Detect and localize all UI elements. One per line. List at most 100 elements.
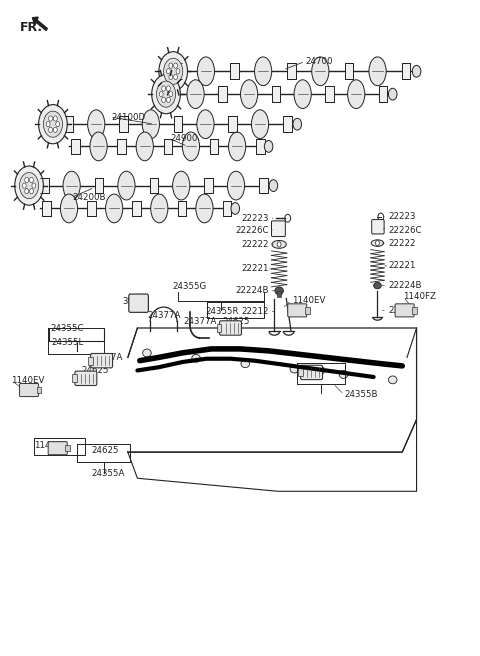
Bar xyxy=(379,87,387,102)
Circle shape xyxy=(277,242,281,247)
Bar xyxy=(164,138,172,154)
Bar xyxy=(117,138,126,154)
Circle shape xyxy=(164,58,183,85)
Ellipse shape xyxy=(290,365,299,373)
Ellipse shape xyxy=(118,171,135,200)
Ellipse shape xyxy=(240,80,258,108)
Circle shape xyxy=(38,104,67,144)
Bar xyxy=(228,116,237,132)
Circle shape xyxy=(159,52,188,91)
Ellipse shape xyxy=(275,287,283,295)
FancyBboxPatch shape xyxy=(372,220,384,234)
Text: 22226C: 22226C xyxy=(235,226,269,234)
Ellipse shape xyxy=(106,194,123,223)
Bar xyxy=(230,64,239,79)
Text: 22221: 22221 xyxy=(388,262,415,270)
Text: 24200B: 24200B xyxy=(72,193,106,202)
Text: 1140EV: 1140EV xyxy=(291,296,325,305)
Circle shape xyxy=(375,241,379,246)
Ellipse shape xyxy=(272,241,286,249)
Bar xyxy=(71,138,80,154)
Circle shape xyxy=(167,86,170,91)
Ellipse shape xyxy=(371,240,384,247)
Text: 1140EV: 1140EV xyxy=(11,376,44,385)
Bar xyxy=(178,201,186,216)
FancyBboxPatch shape xyxy=(288,304,307,317)
Bar xyxy=(272,87,280,102)
Text: 22223: 22223 xyxy=(241,214,269,223)
Bar xyxy=(223,201,231,216)
Circle shape xyxy=(48,116,52,121)
Ellipse shape xyxy=(182,132,200,161)
Circle shape xyxy=(48,127,52,133)
FancyArrow shape xyxy=(33,17,47,31)
Text: 24377A: 24377A xyxy=(90,353,123,362)
Ellipse shape xyxy=(228,171,245,200)
Ellipse shape xyxy=(173,171,190,200)
Ellipse shape xyxy=(90,132,107,161)
Bar xyxy=(325,87,334,102)
Text: 22211: 22211 xyxy=(388,306,415,315)
FancyBboxPatch shape xyxy=(219,321,241,335)
Circle shape xyxy=(169,92,173,96)
Ellipse shape xyxy=(339,371,348,379)
Ellipse shape xyxy=(197,110,214,138)
Ellipse shape xyxy=(264,140,273,152)
Text: 22224B: 22224B xyxy=(235,286,269,295)
Bar xyxy=(150,178,158,194)
Circle shape xyxy=(169,63,173,68)
Text: 1140FZ: 1140FZ xyxy=(34,441,67,450)
Ellipse shape xyxy=(143,349,151,357)
Text: 24355L: 24355L xyxy=(51,338,84,347)
Text: 24355R: 24355R xyxy=(205,306,239,316)
Bar xyxy=(216,324,221,332)
Bar xyxy=(165,87,173,102)
Text: 24625: 24625 xyxy=(222,317,250,326)
Circle shape xyxy=(176,69,180,74)
Circle shape xyxy=(30,177,34,182)
Circle shape xyxy=(162,86,166,91)
Text: 24100D: 24100D xyxy=(111,113,145,121)
FancyBboxPatch shape xyxy=(48,441,67,455)
Bar xyxy=(65,116,73,132)
Text: 24700: 24700 xyxy=(305,57,333,66)
Bar xyxy=(210,138,218,154)
Text: 24355G: 24355G xyxy=(173,282,207,291)
Ellipse shape xyxy=(142,110,159,138)
Bar xyxy=(36,387,41,394)
FancyBboxPatch shape xyxy=(272,221,285,237)
Text: 24625: 24625 xyxy=(82,366,109,375)
Text: 24625: 24625 xyxy=(91,445,119,455)
Ellipse shape xyxy=(348,80,365,108)
Bar xyxy=(256,138,264,154)
Circle shape xyxy=(43,111,62,137)
Bar xyxy=(259,178,268,194)
Ellipse shape xyxy=(136,132,153,161)
Circle shape xyxy=(152,75,180,113)
Text: 39650: 39650 xyxy=(122,297,150,306)
Circle shape xyxy=(156,81,176,107)
FancyBboxPatch shape xyxy=(129,294,148,312)
FancyBboxPatch shape xyxy=(20,384,38,397)
Ellipse shape xyxy=(252,110,269,138)
Circle shape xyxy=(53,127,57,133)
Text: 24377A: 24377A xyxy=(184,317,217,326)
Circle shape xyxy=(174,74,178,79)
Bar xyxy=(305,307,310,314)
Bar xyxy=(132,201,141,216)
Ellipse shape xyxy=(63,171,80,200)
Ellipse shape xyxy=(388,376,397,384)
Circle shape xyxy=(167,69,170,74)
Bar xyxy=(277,291,281,297)
Bar xyxy=(42,201,51,216)
Text: 22223: 22223 xyxy=(388,213,415,222)
Text: 22212: 22212 xyxy=(241,307,269,316)
Ellipse shape xyxy=(294,80,311,108)
Circle shape xyxy=(159,92,163,96)
Text: 22221: 22221 xyxy=(241,264,269,274)
Ellipse shape xyxy=(60,194,78,223)
Text: 22224B: 22224B xyxy=(388,281,421,290)
Bar xyxy=(119,116,128,132)
Circle shape xyxy=(174,63,178,68)
Text: 24625: 24625 xyxy=(298,367,326,377)
